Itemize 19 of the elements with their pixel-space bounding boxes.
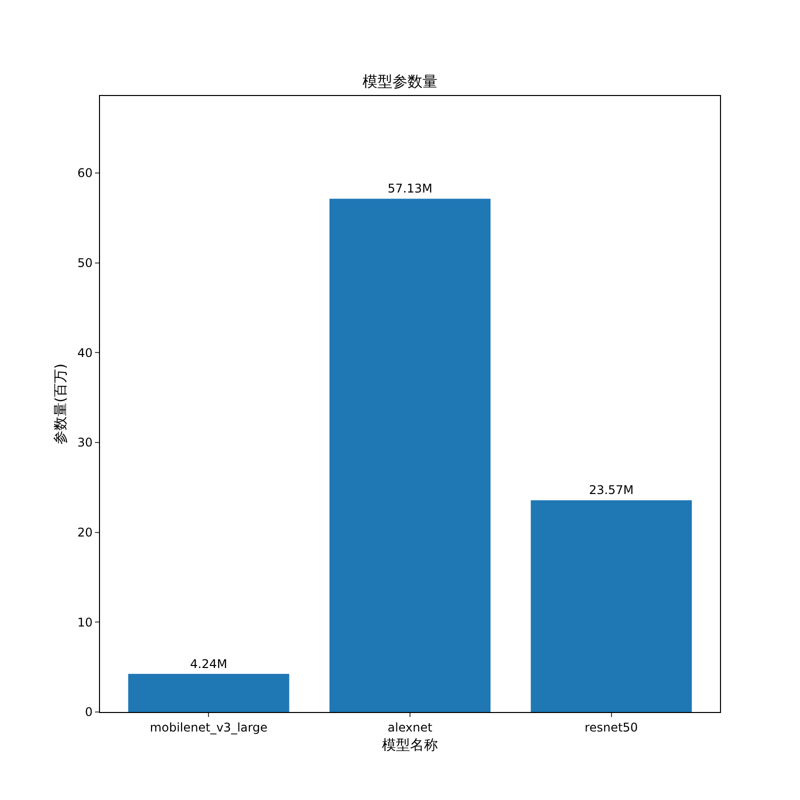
data-label: 4.24M <box>190 656 228 671</box>
y-tick-label: 60 <box>77 166 93 180</box>
bar <box>530 500 692 712</box>
x-axis-title: 模型名称 <box>382 738 438 754</box>
y-axis-title: 参数量(百万) <box>52 364 69 444</box>
x-tick-label: alexnet <box>388 720 433 734</box>
data-label: 23.57M <box>588 483 634 498</box>
y-tick-label: 40 <box>77 346 93 360</box>
bar <box>329 198 491 712</box>
y-tick-label: 50 <box>77 256 93 270</box>
x-tick-label: resnet50 <box>584 720 638 734</box>
bar <box>128 674 290 712</box>
data-label: 57.13M <box>388 182 432 196</box>
y-tick-label: 30 <box>77 436 93 450</box>
y-tick-label: 20 <box>77 526 93 540</box>
y-tick-label: 0 <box>84 705 93 720</box>
y-tick-label: 10 <box>77 615 93 630</box>
x-tick-label: mobilenet_v3_large <box>150 720 268 734</box>
chart-title: 模型参数量 <box>362 72 438 90</box>
